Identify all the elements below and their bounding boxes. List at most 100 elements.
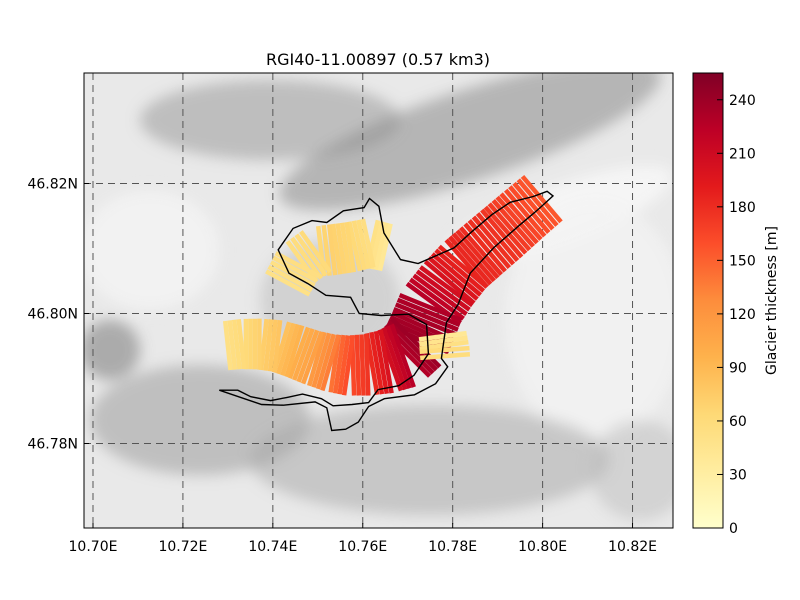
x-tick-label: 10.74E (248, 539, 297, 555)
flowline-segment (299, 230, 333, 274)
x-tick-label: 10.76E (338, 539, 387, 555)
flowline-segment (516, 178, 559, 227)
flowline-segment (381, 327, 408, 391)
colorbar-tick-label: 30 (729, 467, 747, 483)
flowline-segment (363, 334, 371, 396)
flowline-segment (267, 319, 278, 372)
flowline-segment (227, 320, 238, 370)
flowline-segment (377, 223, 393, 272)
flowline-segment (337, 335, 351, 395)
colorbar-tick-label: 60 (729, 414, 747, 430)
flowline-segment (272, 255, 318, 283)
colorbar-label: Glacier thickness [m] (764, 226, 780, 375)
flowline-segment (385, 325, 412, 390)
flowline-segment (296, 329, 320, 383)
flowline-segment (396, 297, 461, 328)
flowline-segment (408, 277, 465, 321)
flowline-segment (394, 302, 459, 332)
x-tick-label: 10.70E (69, 539, 118, 555)
flowline-segment (499, 192, 543, 241)
flowline-segment (294, 233, 328, 277)
flowline-segment (330, 223, 343, 275)
flowline-segment (335, 223, 348, 274)
flowline-segment (332, 334, 346, 394)
x-tick-label: 10.80E (518, 539, 567, 555)
terrain-hillshade (84, 73, 673, 520)
flowline-segment (276, 322, 296, 375)
plot-frame (83, 72, 674, 529)
flowline-segment (307, 331, 327, 387)
flowline-segment (222, 320, 233, 371)
flowline-segment (236, 318, 247, 370)
flowline-segment (347, 221, 363, 272)
flowline-segment (434, 248, 486, 293)
flowline-segment (285, 240, 319, 283)
flowline-segment (265, 269, 311, 297)
colorbar-ticks: 0 30 60 90 120 150 180 210 240 (717, 93, 756, 537)
flowline-segment (360, 218, 376, 268)
flowline-segment (311, 332, 332, 388)
flowline-segment (419, 265, 474, 308)
flowline-segment (320, 334, 341, 392)
flowline-segment (326, 224, 338, 276)
flowline-segment (508, 185, 551, 234)
flowline-segment (369, 331, 385, 395)
colorbar-bar (692, 72, 724, 529)
flowline-segment (258, 318, 269, 371)
flowline-segment (269, 260, 316, 288)
flowline-segment (272, 319, 283, 373)
flowline-segment (280, 323, 301, 376)
grid (84, 73, 673, 528)
flowline-segment (503, 188, 547, 238)
flowline-segment (520, 174, 563, 224)
flowline-segment (412, 273, 468, 317)
chart-title: RGI40-11.00897 (0.57 km3) (266, 50, 490, 69)
x-tick-label: 10.78E (428, 539, 477, 555)
flowline-segment (274, 251, 321, 279)
flowline-segment (373, 222, 389, 271)
flowline-segment (300, 331, 324, 385)
flowline-segment (351, 220, 367, 271)
colorbar-tick-label: 240 (729, 93, 756, 109)
flowline-segment (359, 334, 366, 396)
colorbar-tick-label: 210 (729, 146, 756, 162)
flowline-segment (378, 329, 394, 394)
flowline-segment (389, 323, 416, 388)
flowline-segments (222, 174, 563, 396)
glacier-outline (219, 190, 555, 432)
flowline-segment (387, 320, 438, 372)
flowline-segment (373, 330, 390, 394)
colorbar-tick-label: 120 (729, 307, 756, 323)
flowline-segment (341, 335, 355, 396)
flowline-segment (263, 319, 274, 371)
flowline-segment (437, 244, 489, 289)
flowline-segment (420, 352, 471, 361)
flowline-segment (287, 326, 311, 379)
colorbar: 0 30 60 90 120 150 180 210 240 Glacier thickness… (692, 72, 780, 537)
flowline-segment (512, 181, 555, 231)
y-tick-label: 46.80N (27, 307, 78, 323)
flowline-segment (292, 328, 315, 381)
y-tick-label: 46.78N (27, 437, 78, 453)
flowline-segment (423, 259, 476, 305)
flowline-segment (427, 255, 479, 301)
flowline-segment (430, 252, 482, 297)
x-tick-label: 10.72E (158, 539, 207, 555)
flowline-segment (290, 236, 323, 280)
x-tick-label: 10.82E (608, 539, 657, 555)
y-tick-label: 46.82N (27, 177, 78, 193)
colorbar-tick-label: 180 (729, 200, 756, 216)
flowline-segment (267, 264, 314, 292)
flowline-segment (495, 195, 539, 245)
flowline-segment (284, 324, 305, 378)
plot-area: 10.70E 10.72E 10.74E 10.76E 10.78E 10.80E 10.8… (27, 72, 674, 555)
colorbar-tick-label: 0 (729, 521, 738, 537)
flowline-segment (356, 219, 372, 270)
flowline-segment (415, 269, 471, 312)
y-axis: 46.78N 46.80N 46.82N (27, 177, 89, 453)
colorbar-tick-label: 90 (729, 360, 747, 376)
colorbar-tick-label: 150 (729, 253, 756, 269)
x-axis: 10.70E 10.72E 10.74E 10.76E 10.78E 10.80E 10.8… (69, 523, 657, 555)
flowline-segment (315, 333, 336, 390)
